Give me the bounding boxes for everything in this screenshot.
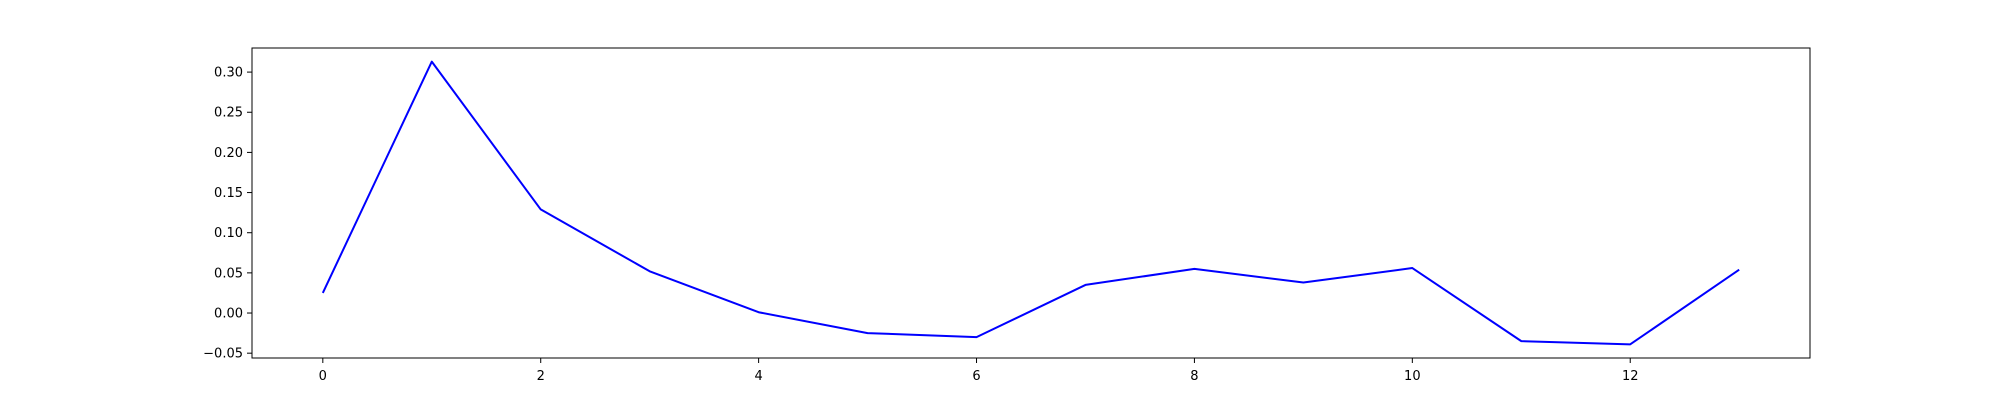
y-tick-label: 0.30 xyxy=(214,66,243,81)
y-tick-label: 0.00 xyxy=(214,307,243,322)
x-tick-label: 10 xyxy=(1404,369,1421,384)
x-tick-label: 4 xyxy=(754,369,762,384)
y-tick-label: −0.05 xyxy=(203,347,243,362)
x-axis: 0 2 4 6 8 10 12 xyxy=(319,358,1639,384)
x-tick-label: 2 xyxy=(537,369,545,384)
series-line xyxy=(321,60,1740,346)
x-tick-label: 0 xyxy=(319,369,327,384)
series-group xyxy=(321,60,1740,346)
y-tick-label: 0.15 xyxy=(214,186,243,201)
y-tick-label: 0.10 xyxy=(214,226,243,241)
x-tick-label: 12 xyxy=(1622,369,1639,384)
y-tick-label: 0.25 xyxy=(214,106,243,121)
y-tick-label: 0.20 xyxy=(214,146,243,161)
x-tick-label: 6 xyxy=(972,369,980,384)
y-tick-label: 0.05 xyxy=(214,266,243,281)
plot-frame xyxy=(251,47,1811,359)
y-axis: −0.05 0.00 0.05 0.10 0.15 0.20 0.25 0.30 xyxy=(203,66,252,362)
x-tick-label: 8 xyxy=(1190,369,1198,384)
plot-area xyxy=(251,47,1811,359)
